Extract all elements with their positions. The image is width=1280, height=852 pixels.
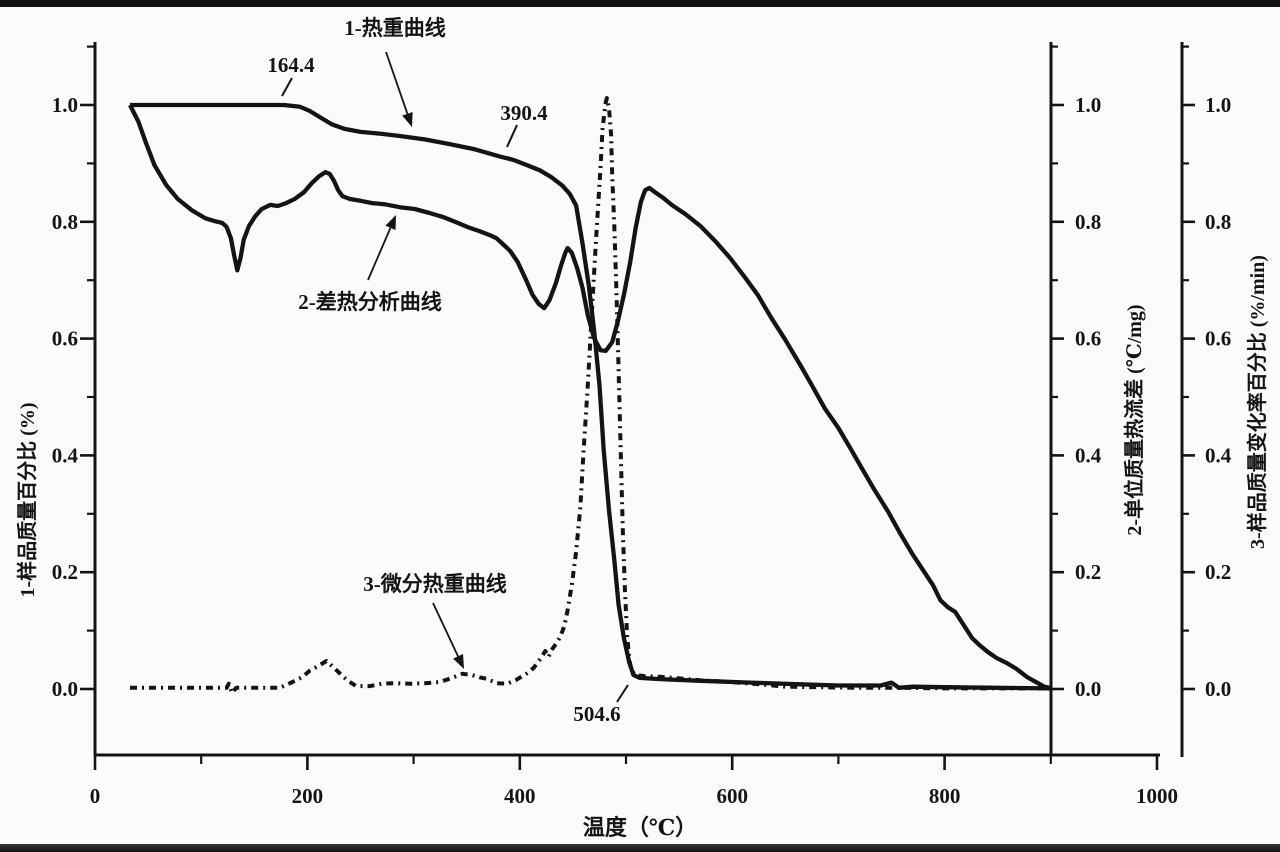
x-tick-label: 600 bbox=[716, 784, 748, 808]
y-axis-right-2-tick-label: 0.2 bbox=[1205, 560, 1231, 584]
y-axis-left: 1.0 0.8 0.6 0.4 0.2 0.0 1-样品质量百分比 (%) bbox=[15, 42, 97, 755]
annotation-arrow-line bbox=[432, 602, 459, 657]
annotation-arrowhead bbox=[385, 215, 396, 231]
y-axis-right-1: 1.0 0.8 0.6 0.4 0.2 0.0 2-单位质量热流差 (℃/mg) bbox=[1049, 42, 1146, 755]
y-axis-right-1-tick-label: 0.6 bbox=[1075, 327, 1101, 351]
annotation-6: 504.6 bbox=[573, 684, 629, 726]
curve-dtg bbox=[130, 96, 1052, 696]
y-axis-right-1-title: 2-单位质量热流差 (℃/mg) bbox=[1122, 304, 1146, 535]
y-axis-right-1-tick-label: 0.4 bbox=[1075, 443, 1102, 467]
y-axis-left-tick-label: 0.6 bbox=[52, 327, 78, 351]
annotations: 1-热重曲线 164.4 390.4 2-差热分析曲线 3-微分热重曲线 504.6 bbox=[267, 16, 629, 726]
annotation-label: 3-微分热重曲线 bbox=[363, 572, 507, 596]
x-tick-label: 1000 bbox=[1136, 784, 1178, 808]
y-axis-right-1-tick-label: 0.0 bbox=[1075, 677, 1101, 701]
top-border bbox=[0, 0, 1280, 7]
annotation-2: 164.4 bbox=[267, 53, 315, 97]
axes: 0 200 400 600 800 1000 温度（℃） 1.0 0.8 0.6 0.4 0.2 0.0… bbox=[15, 42, 1269, 840]
x-axis: 0 200 400 600 800 1000 温度（℃） bbox=[90, 753, 1178, 840]
annotation-label: 164.4 bbox=[267, 53, 315, 77]
annotation-arrow-line bbox=[367, 227, 392, 281]
y-axis-right-2-tick-label: 0.0 bbox=[1205, 677, 1231, 701]
curve-tg bbox=[130, 102, 1051, 691]
x-axis-title: 温度（℃） bbox=[583, 815, 697, 840]
y-axis-left-tick-label: 1.0 bbox=[52, 93, 78, 117]
annotation-label: 390.4 bbox=[500, 101, 548, 125]
y-axis-right-2-tick-label: 1.0 bbox=[1205, 93, 1231, 117]
annotation-label: 2-差热分析曲线 bbox=[298, 290, 442, 314]
y-axis-right-2-tick-label: 0.6 bbox=[1205, 327, 1231, 351]
y-axis-right-2-tick-label: 0.8 bbox=[1205, 210, 1231, 234]
y-axis-left-title: 1-样品质量百分比 (%) bbox=[15, 403, 39, 598]
annotation-pointer-line bbox=[616, 684, 629, 703]
x-tick-label: 0 bbox=[90, 784, 101, 808]
y-axis-left-tick-label: 0.2 bbox=[52, 560, 78, 584]
y-axis-right-2-title: 3-样品质量变化率百分比 (%/min) bbox=[1245, 255, 1269, 549]
curve-dta bbox=[128, 104, 1053, 691]
annotation-3: 390.4 bbox=[500, 101, 548, 148]
y-axis-right-1-tick-label: 0.8 bbox=[1075, 210, 1101, 234]
annotation-5: 3-微分热重曲线 bbox=[363, 572, 507, 669]
annotation-label: 504.6 bbox=[573, 702, 620, 726]
annotation-1: 1-热重曲线 bbox=[344, 16, 446, 127]
y-axis-left-tick-label: 0.0 bbox=[52, 677, 78, 701]
annotation-arrowhead bbox=[402, 111, 413, 127]
x-tick-label: 800 bbox=[929, 784, 961, 808]
bottom-border bbox=[0, 844, 1280, 852]
y-axis-right-1-tick-label: 1.0 bbox=[1075, 93, 1101, 117]
annotation-arrowhead bbox=[453, 653, 464, 669]
y-axis-right-2-tick-label: 0.4 bbox=[1205, 443, 1232, 467]
annotation-pointer-line bbox=[506, 124, 518, 148]
y-axis-right-1-tick-label: 0.2 bbox=[1075, 560, 1101, 584]
series bbox=[128, 96, 1053, 696]
annotation-arrow-line bbox=[385, 51, 409, 115]
x-tick-label: 200 bbox=[292, 784, 324, 808]
annotation-4: 2-差热分析曲线 bbox=[298, 215, 442, 314]
annotation-label: 1-热重曲线 bbox=[344, 16, 446, 40]
y-axis-left-tick-label: 0.8 bbox=[52, 210, 78, 234]
y-axis-left-tick-label: 0.4 bbox=[52, 443, 79, 467]
annotation-pointer-line bbox=[281, 77, 293, 97]
y-axis-right-2: 1.0 0.8 0.6 0.4 0.2 0.0 3-样品质量变化率百分比 (%/min) bbox=[1180, 42, 1269, 757]
x-tick-label: 400 bbox=[504, 784, 536, 808]
